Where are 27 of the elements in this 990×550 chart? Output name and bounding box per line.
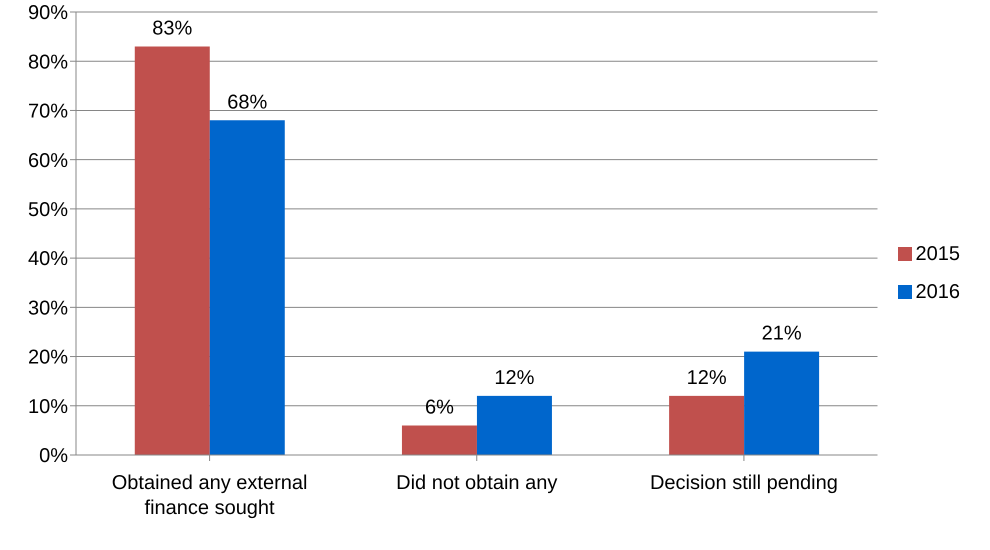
y-tick-label: 10% [28,396,68,418]
y-tick-label: 50% [28,198,68,221]
y-tick-label: 30% [28,297,68,320]
y-tick-label: 40% [28,248,68,270]
data-label: 12% [494,366,535,389]
x-tick-label: Decision still pending [650,472,838,494]
legend-label: 2016 [916,280,960,302]
legend-label: 2015 [916,242,960,264]
bar [402,425,477,455]
bar [210,120,285,455]
data-label: 83% [152,17,193,40]
y-tick-label: 0% [39,445,68,468]
bar [476,396,552,455]
y-tick-label: 80% [28,51,68,74]
y-tick-label: 70% [28,100,68,123]
y-tick-label: 90% [28,2,68,24]
bar [744,352,820,455]
x-tick-label: Obtained any external finance sought [112,472,308,519]
y-tick-label: 20% [28,346,68,369]
bar [669,396,744,455]
bar [134,46,210,455]
y-tick-label: 60% [28,150,68,172]
data-label: 21% [762,322,802,345]
data-label: 6% [424,396,454,418]
data-label: 12% [686,366,727,389]
data-label: 68% [227,91,268,114]
x-tick-label: Did not obtain any [396,472,558,494]
